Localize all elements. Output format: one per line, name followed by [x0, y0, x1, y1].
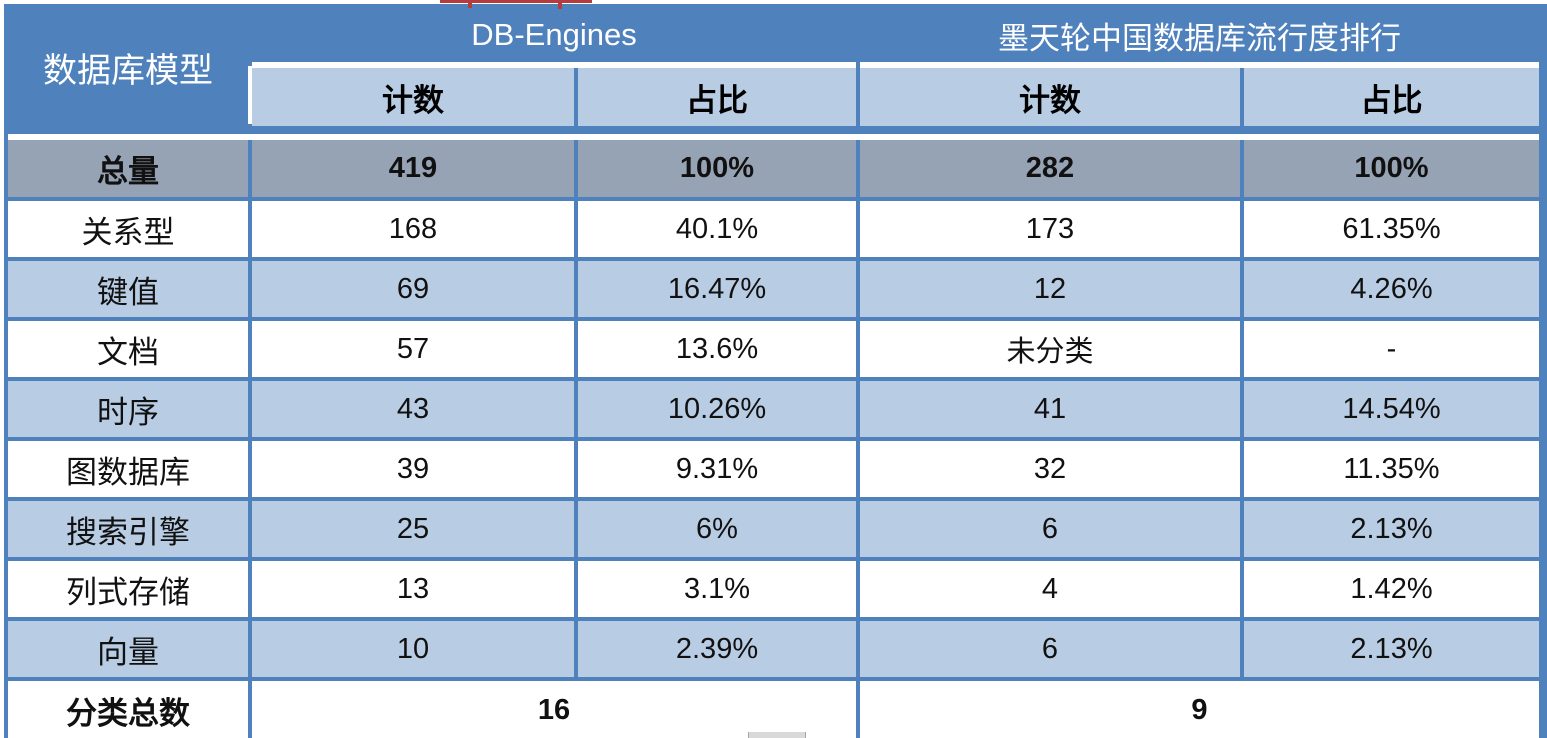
cell-value: 173 — [860, 201, 1240, 257]
subheader-count: 计数 — [252, 68, 574, 126]
cell-value: 2.13% — [1244, 501, 1539, 557]
cell-value: 6% — [578, 501, 856, 557]
row-label: 图数据库 — [8, 441, 248, 497]
cell-value: 4.26% — [1244, 261, 1539, 317]
corner-header-cell: 数据库模型 — [8, 8, 248, 134]
row-label-summary: 分类总数 — [8, 681, 248, 738]
divider-blue — [8, 677, 1539, 681]
divider-blue — [8, 557, 1539, 561]
header-gap — [860, 62, 1539, 68]
row-label: 时序 — [8, 381, 248, 437]
cell-value: 13 — [252, 561, 574, 617]
white-divider-strip — [248, 66, 252, 124]
row-label: 搜索引擎 — [8, 501, 248, 557]
comparison-table: 数据库模型 DB-Engines 计数 占比 墨天轮中国数据库流行度排行 计数 … — [4, 4, 1547, 738]
row-label-total: 总量 — [8, 140, 248, 197]
cell-value: 12 — [860, 261, 1240, 317]
row-label: 向量 — [8, 621, 248, 677]
cell-value: 43 — [252, 381, 574, 437]
scrollbar-artifact — [748, 732, 806, 738]
cell-value: 11.35% — [1244, 441, 1539, 497]
cell-value: 100% — [1244, 140, 1539, 197]
summary-value-db-engines: 16 — [252, 681, 856, 738]
cell-value: 6 — [860, 501, 1240, 557]
cell-value: 39 — [252, 441, 574, 497]
cell-value: 4 — [860, 561, 1240, 617]
cell-value: 16.47% — [578, 261, 856, 317]
cell-value: 40.1% — [578, 201, 856, 257]
header-group-db-engines: DB-Engines 计数 占比 — [252, 8, 856, 126]
cell-value: 69 — [252, 261, 574, 317]
cell-value: 419 — [252, 140, 574, 197]
group-title: 墨天轮中国数据库流行度排行 — [998, 20, 1401, 56]
row-label: 键值 — [8, 261, 248, 317]
cell-value: 168 — [252, 201, 574, 257]
red-annotation-mark — [468, 0, 472, 8]
subheader-share: 占比 — [1244, 68, 1539, 126]
summary-value-modb: 9 — [860, 681, 1539, 738]
cell-value: 10 — [252, 621, 574, 677]
cell-value: 1.42% — [1244, 561, 1539, 617]
cell-value: - — [1244, 321, 1539, 377]
cell-value: 32 — [860, 441, 1240, 497]
cell-value: 6 — [860, 621, 1240, 677]
cell-value: 3.1% — [578, 561, 856, 617]
row-label: 文档 — [8, 321, 248, 377]
cell-value: 282 — [860, 140, 1240, 197]
subheader-count: 计数 — [860, 68, 1240, 126]
cell-value: 9.31% — [578, 441, 856, 497]
row-label: 关系型 — [8, 201, 248, 257]
cell-value: 25 — [252, 501, 574, 557]
cell-value: 2.39% — [578, 621, 856, 677]
divider-blue — [8, 437, 1539, 441]
cell-value: 14.54% — [1244, 381, 1539, 437]
cell-value: 2.13% — [1244, 621, 1539, 677]
divider-blue — [8, 617, 1539, 621]
header-group-modb: 墨天轮中国数据库流行度排行 计数 占比 — [860, 8, 1539, 126]
cell-value: 61.35% — [1244, 201, 1539, 257]
cell-value: 100% — [578, 140, 856, 197]
cell-value: 13.6% — [578, 321, 856, 377]
cell-value: 未分类 — [860, 321, 1240, 377]
divider-blue — [8, 497, 1539, 501]
cell-value: 41 — [860, 381, 1240, 437]
divider-white — [8, 134, 1539, 140]
divider-blue — [8, 257, 1539, 261]
red-annotation-mark — [440, 0, 592, 3]
divider-blue — [8, 197, 1539, 201]
subheader-row: 计数 占比 — [252, 68, 856, 126]
cell-value: 10.26% — [578, 381, 856, 437]
red-annotation-mark — [558, 0, 562, 9]
divider-blue — [8, 317, 1539, 321]
group-title: DB-Engines — [471, 17, 637, 52]
cell-value: 57 — [252, 321, 574, 377]
header-gap — [252, 62, 856, 68]
row-label: 列式存储 — [8, 561, 248, 617]
subheader-row: 计数 占比 — [860, 68, 1539, 126]
divider-blue — [8, 377, 1539, 381]
subheader-share: 占比 — [578, 68, 856, 126]
